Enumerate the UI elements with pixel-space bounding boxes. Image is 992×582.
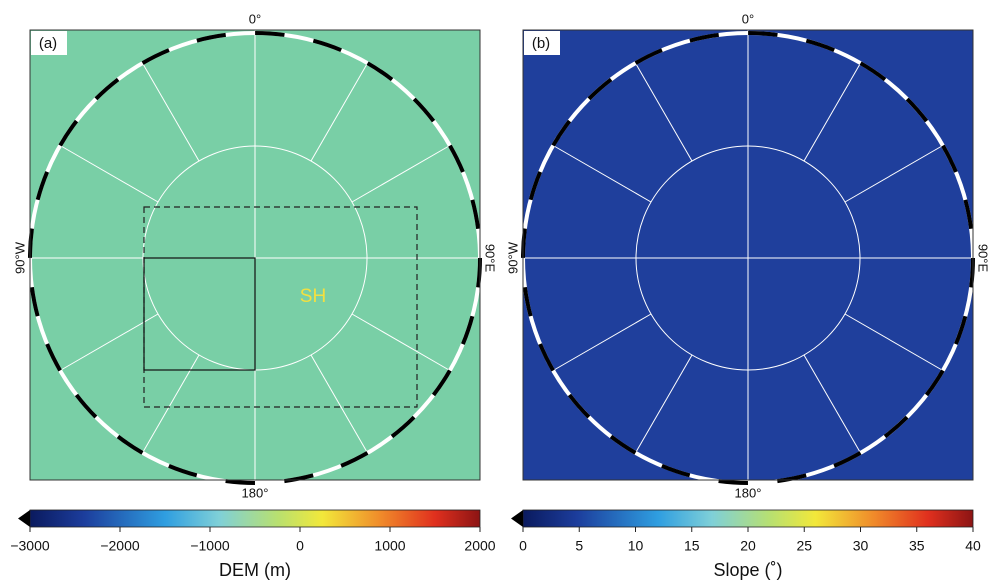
colorbar — [30, 510, 480, 527]
map — [0, 15, 495, 530]
map-label: 90°W — [12, 241, 27, 274]
page: {"panels": [ {"label": "(a)", "map_label… — [0, 0, 992, 582]
colorbar-tick-label: −3000 — [10, 538, 50, 554]
colorbar-tick-label: 25 — [796, 538, 812, 554]
map-label: 180° — [735, 485, 762, 500]
colorbar-extend — [511, 510, 523, 527]
colorbar-tick-label: 5 — [575, 538, 583, 554]
map-label: 180° — [242, 485, 269, 500]
map-label: 90°E — [483, 244, 498, 273]
colorbar-tick-label: −2000 — [100, 538, 140, 554]
colorbar-title: DEM (m) — [219, 560, 291, 580]
colorbar-tick-label: 40 — [965, 538, 981, 554]
colorbar-tick-label: 2000 — [464, 538, 495, 554]
map-label: 90°W — [505, 241, 520, 274]
colorbar-tick-label: 0 — [296, 538, 304, 554]
colorbar-tick-label: 15 — [684, 538, 700, 554]
map-label: 90°E — [976, 244, 991, 273]
map-label: 0° — [742, 11, 754, 26]
figure: SH (a) 0° 180° 90°W 90°E −3000 −2000 −1000 0 1000 2… — [0, 0, 992, 582]
colorbar-tick-label: 10 — [628, 538, 644, 554]
colorbar-tick-label: −1000 — [190, 538, 230, 554]
colorbar-tick-label: 35 — [909, 538, 925, 554]
colorbar-tick-label: 20 — [740, 538, 756, 554]
map-label: 0° — [249, 11, 261, 26]
colorbar — [523, 510, 973, 527]
panel-label: (b) — [532, 35, 550, 52]
panel-label: (a) — [39, 35, 57, 52]
feature-label: SH — [300, 286, 326, 307]
colorbar-title: Slope (˚) — [713, 560, 782, 580]
colorbar-tick-label: 30 — [853, 538, 869, 554]
colorbar-tick-label: 0 — [519, 538, 527, 554]
colorbar-extend — [18, 510, 30, 527]
colorbar-tick-label: 1000 — [374, 538, 405, 554]
